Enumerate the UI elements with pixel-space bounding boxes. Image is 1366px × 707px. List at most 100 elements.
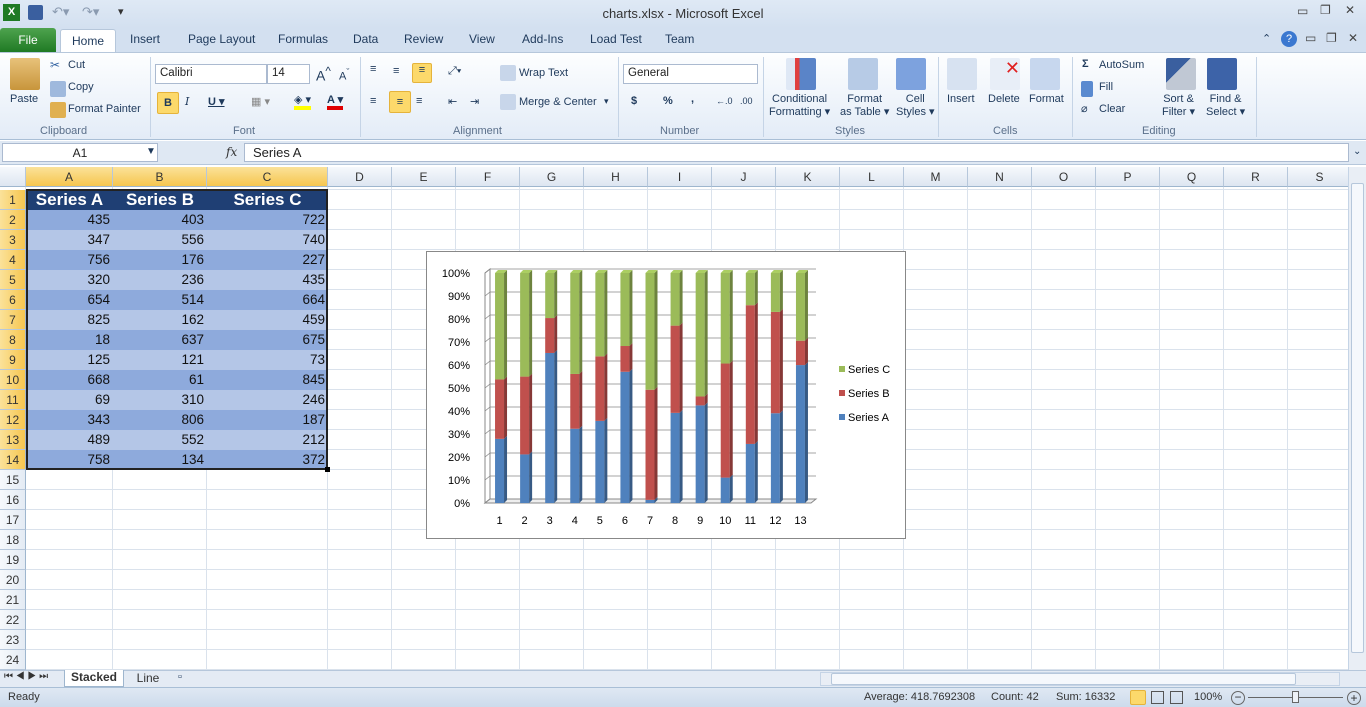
table-cell[interactable]: 758 (26, 450, 113, 470)
table-cell[interactable]: 61 (113, 370, 207, 390)
sheet-tab-line[interactable]: Line (136, 671, 160, 685)
align-top-icon[interactable]: ≡ (370, 63, 377, 75)
table-cell[interactable]: 556 (113, 230, 207, 250)
row-header-15[interactable]: 15 (0, 470, 26, 490)
h-scroll-thumb[interactable] (831, 673, 1296, 685)
table-cell[interactable]: 489 (26, 430, 113, 450)
row-header-24[interactable]: 24 (0, 650, 26, 670)
align-center-icon[interactable]: ≡ (389, 91, 411, 113)
tab-file[interactable]: File (0, 28, 56, 52)
row-header-21[interactable]: 21 (0, 590, 26, 610)
sheet-tab-stacked[interactable]: Stacked (64, 670, 124, 687)
table-cell[interactable]: 134 (113, 450, 207, 470)
customize-toolbar-icon[interactable]: ▾ (118, 6, 124, 18)
row-header-13[interactable]: 13 (0, 430, 26, 450)
orientation-icon[interactable]: ⤢▾ (448, 65, 462, 77)
zoom-in-icon[interactable]: + (1347, 691, 1361, 705)
cut-button[interactable]: Cut (68, 59, 86, 71)
align-middle-icon[interactable]: ≡ (393, 65, 400, 77)
align-right-icon[interactable]: ≡ (416, 95, 423, 107)
table-cell[interactable]: 552 (113, 430, 207, 450)
font-size-select[interactable]: 14 (267, 64, 310, 84)
table-cell[interactable]: 343 (26, 410, 113, 430)
zoom-out-icon[interactable]: − (1231, 691, 1245, 705)
row-header-2[interactable]: 2 (0, 210, 26, 230)
row-header-4[interactable]: 4 (0, 250, 26, 270)
table-header-cell[interactable]: Series B (113, 190, 207, 210)
column-header-f[interactable]: F (456, 167, 520, 187)
close-icon[interactable]: ✕ (1345, 3, 1356, 17)
tab-load-test[interactable]: Load Test (590, 32, 642, 46)
row-header-20[interactable]: 20 (0, 570, 26, 590)
column-header-r[interactable]: R (1224, 167, 1288, 187)
find-select-button[interactable]: Find & Select ▾ (1206, 93, 1246, 118)
merge-dropdown-icon[interactable]: ▾ (604, 96, 609, 106)
font-color-icon[interactable]: A ▾ (327, 93, 344, 110)
insert-button[interactable]: Insert (947, 93, 975, 105)
column-header-h[interactable]: H (584, 167, 648, 187)
table-cell[interactable]: 310 (113, 390, 207, 410)
row-header-17[interactable]: 17 (0, 510, 26, 530)
cell-styles-button[interactable]: Cell Styles ▾ (896, 93, 935, 118)
underline-button[interactable]: U ▾ (208, 96, 225, 108)
insert-sheet-icon[interactable]: ▫ (178, 671, 182, 683)
row-header-1[interactable]: 1 (0, 190, 26, 210)
table-cell[interactable]: 236 (113, 270, 207, 290)
merge-center-button[interactable]: Merge & Center (519, 96, 597, 108)
table-cell[interactable]: 125 (26, 350, 113, 370)
fill-button[interactable]: Fill (1099, 81, 1114, 93)
table-header-cell[interactable]: Series C (207, 190, 328, 210)
table-cell[interactable]: 675 (207, 330, 328, 350)
page-layout-view-icon[interactable] (1151, 691, 1164, 704)
table-cell[interactable]: 162 (113, 310, 207, 330)
format-button[interactable]: Format (1029, 93, 1064, 105)
row-header-10[interactable]: 10 (0, 370, 26, 390)
select-all-corner[interactable] (0, 167, 26, 187)
table-cell[interactable]: 637 (113, 330, 207, 350)
tab-insert[interactable]: Insert (130, 32, 161, 46)
wrap-text-button[interactable]: Wrap Text (519, 67, 569, 79)
align-left-icon[interactable]: ≡ (370, 95, 377, 107)
number-format-select[interactable]: General (623, 64, 758, 84)
help-icon[interactable]: ? (1281, 31, 1297, 47)
column-header-d[interactable]: D (328, 167, 392, 187)
row-header-9[interactable]: 9 (0, 350, 26, 370)
row-header-19[interactable]: 19 (0, 550, 26, 570)
table-cell[interactable]: 121 (113, 350, 207, 370)
row-header-14[interactable]: 14 (0, 450, 26, 470)
table-cell[interactable]: 722 (207, 210, 328, 230)
italic-button[interactable]: I (185, 95, 190, 108)
save-icon[interactable] (28, 5, 43, 20)
table-cell[interactable]: 514 (113, 290, 207, 310)
clear-button[interactable]: Clear (1099, 103, 1126, 115)
table-cell[interactable]: 227 (207, 250, 328, 270)
scroll-thumb[interactable] (1351, 183, 1364, 653)
row-header-22[interactable]: 22 (0, 610, 26, 630)
grow-font-icon[interactable]: A^ (316, 65, 331, 84)
row-header-7[interactable]: 7 (0, 310, 26, 330)
table-cell[interactable]: 212 (207, 430, 328, 450)
table-cell[interactable]: 825 (26, 310, 113, 330)
restore-icon[interactable]: ❐ (1320, 3, 1331, 17)
table-cell[interactable]: 756 (26, 250, 113, 270)
name-box-dropdown-icon[interactable]: ▼ (146, 146, 156, 157)
horizontal-scrollbar[interactable] (820, 672, 1340, 686)
currency-button[interactable]: $ (631, 95, 638, 107)
sheet-nav-icon[interactable]: ⏮ ◀ ▶ ⏭ (4, 671, 49, 682)
undo-icon[interactable]: ↶▾ (52, 4, 70, 19)
tab-review[interactable]: Review (404, 32, 444, 46)
name-box[interactable]: A1 (2, 143, 158, 162)
row-header-16[interactable]: 16 (0, 490, 26, 510)
font-name-select[interactable]: Calibri (155, 64, 267, 84)
fill-color-icon[interactable]: ◈ ▾ (294, 93, 312, 110)
row-header-23[interactable]: 23 (0, 630, 26, 650)
table-cell[interactable]: 459 (207, 310, 328, 330)
column-header-e[interactable]: E (392, 167, 456, 187)
increase-indent-icon[interactable]: ⇥ (470, 96, 480, 108)
column-header-q[interactable]: Q (1160, 167, 1224, 187)
format-as-table-button[interactable]: Format as Table ▾ (840, 93, 890, 118)
table-cell[interactable]: 740 (207, 230, 328, 250)
formula-input[interactable]: Series A (244, 143, 1349, 162)
table-cell[interactable]: 18 (26, 330, 113, 350)
table-cell[interactable]: 176 (113, 250, 207, 270)
